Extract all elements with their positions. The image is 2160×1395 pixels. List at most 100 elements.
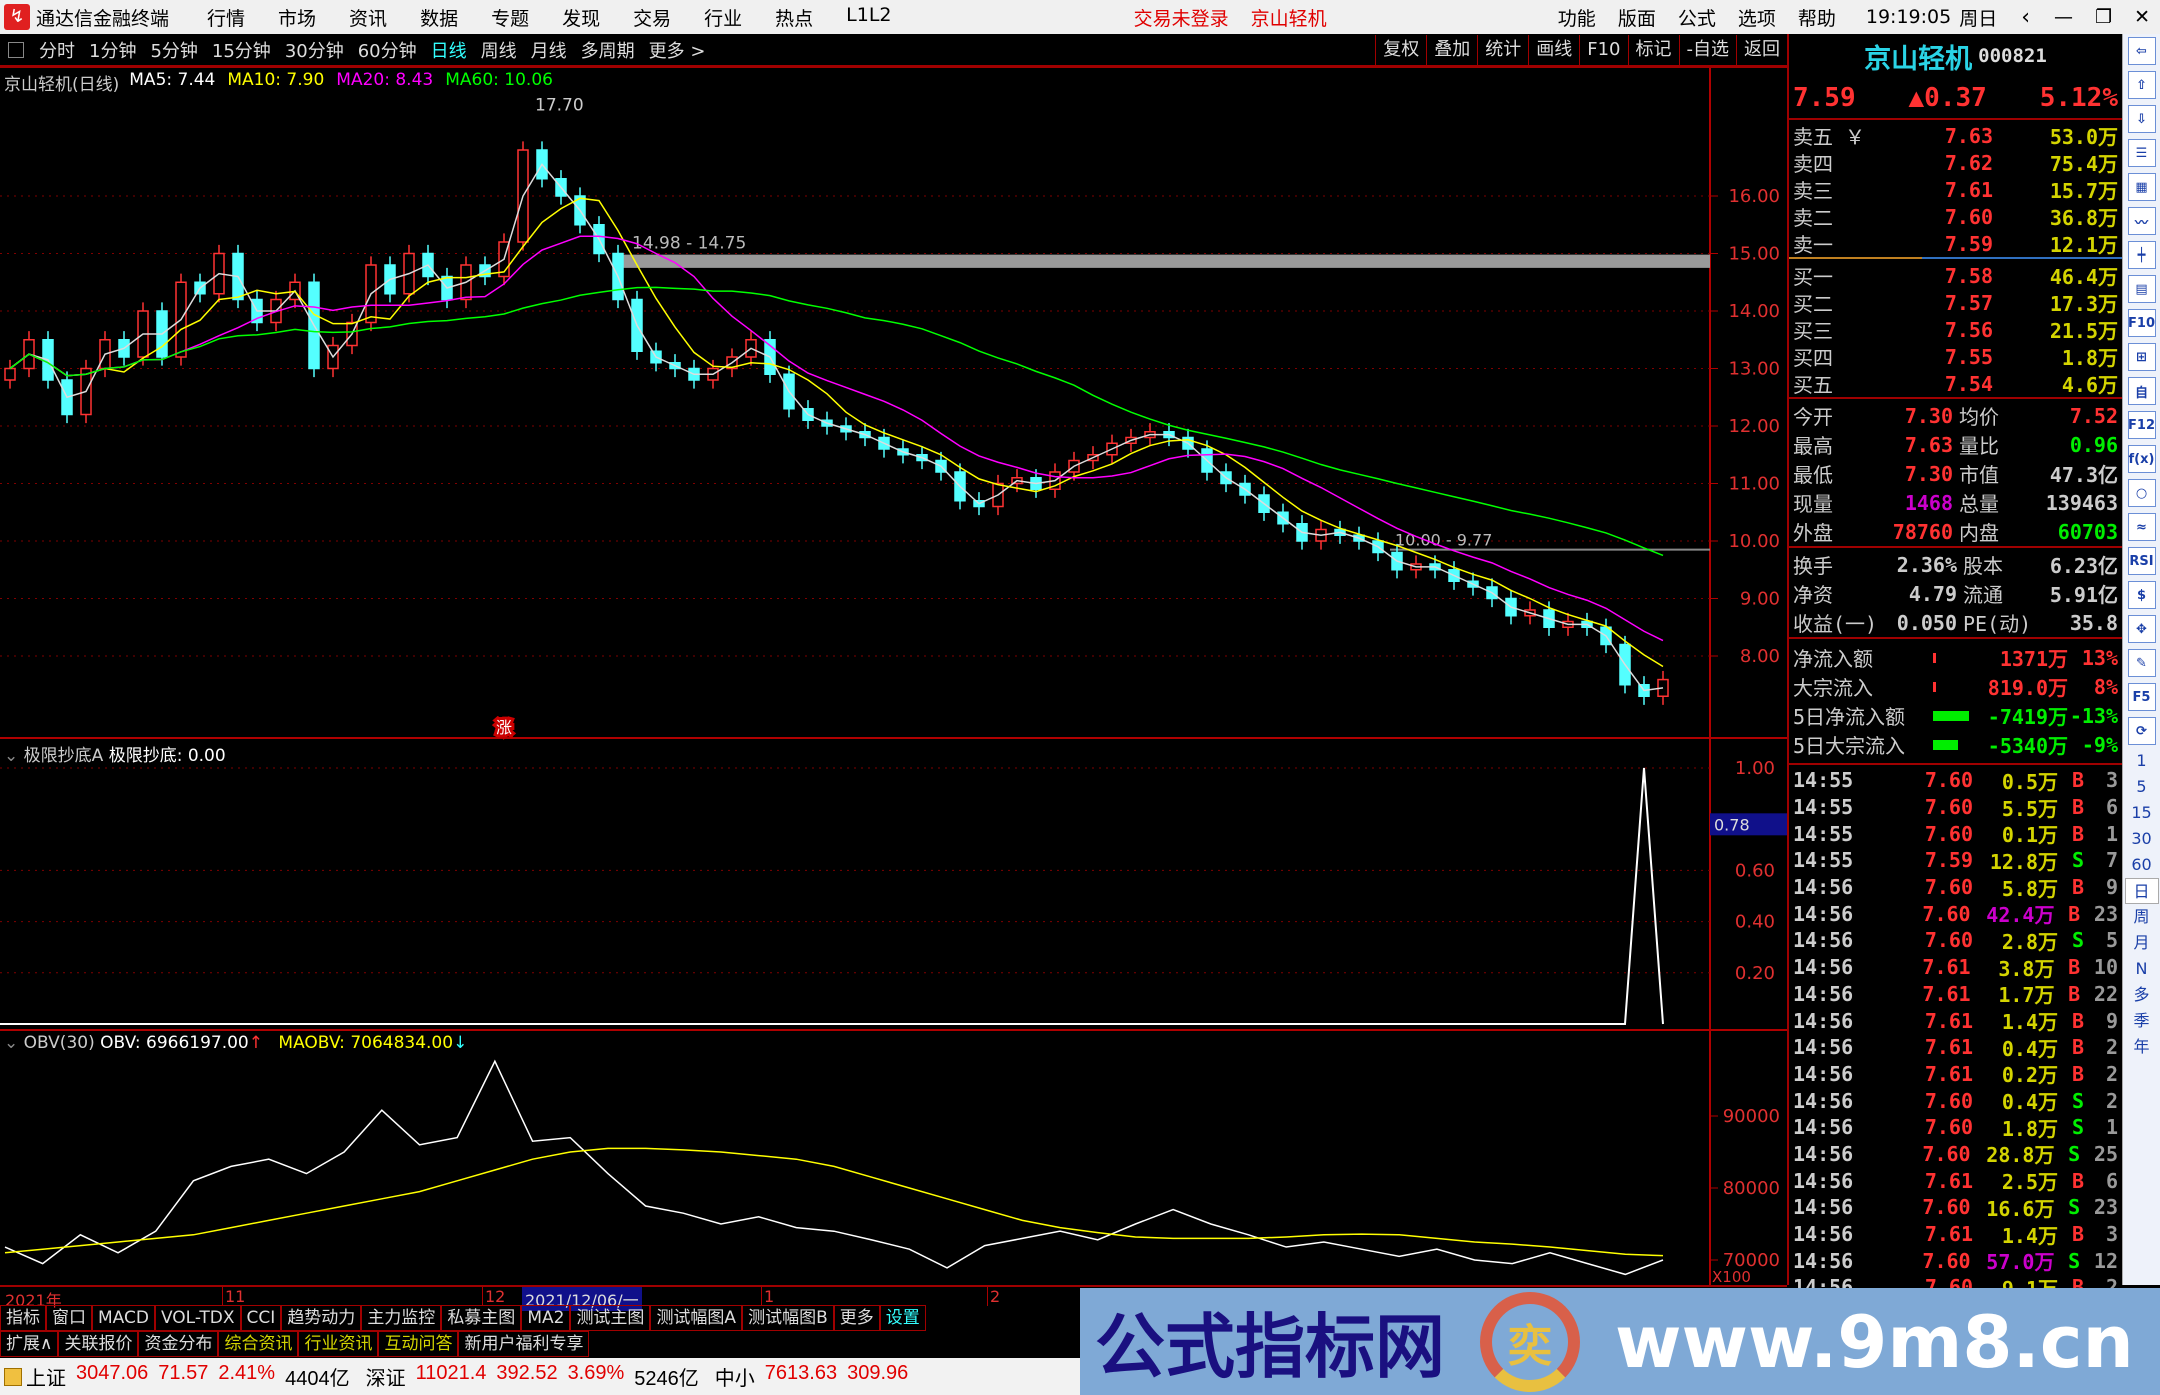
info-tab-4[interactable]: 行业资讯 <box>298 1331 379 1357</box>
indicator-tab-5[interactable]: 趋势动力 <box>281 1305 362 1331</box>
sidebar-period-5[interactable]: 日 <box>2124 878 2159 904</box>
back-icon[interactable]: ‹ <box>2021 4 2031 30</box>
period-tab-0[interactable]: 分时 <box>39 40 75 62</box>
buy-level[interactable]: 买四 7.55 1.8万 <box>1789 343 2122 371</box>
self-select-icon[interactable]: 自 <box>2127 377 2156 405</box>
menu-8[interactable]: 热点 <box>775 7 814 30</box>
index-quote[interactable]: 中小 7613.63 309.96 <box>715 1362 908 1391</box>
toolbar-button-5[interactable]: 标记 <box>1627 34 1679 65</box>
up-arrow-icon[interactable]: ⇧ <box>2127 71 2156 99</box>
menu-6[interactable]: 交易 <box>633 7 672 30</box>
indicator-tab-8[interactable]: MA2 <box>521 1305 571 1331</box>
sidebar-period-1[interactable]: 5 <box>2136 777 2147 796</box>
formula-icon[interactable]: f(x) <box>2127 445 2156 473</box>
toolbar-button-0[interactable]: 复权 <box>1375 34 1426 65</box>
right-menu-3[interactable]: 选项 <box>1737 7 1776 30</box>
toolbar-button-2[interactable]: 统计 <box>1477 34 1528 65</box>
buy-level[interactable]: 买三 7.56 21.5万 <box>1789 316 2122 344</box>
tree-icon[interactable]: ⊞ <box>2127 343 2156 371</box>
toolbar-button-4[interactable]: F10 <box>1579 34 1627 65</box>
sidebar-period-3[interactable]: 30 <box>2131 829 2152 848</box>
indicator-tab-12[interactable]: 更多 <box>833 1305 880 1331</box>
obv-name[interactable]: OBV(30) <box>23 1033 95 1053</box>
period-tab-3[interactable]: 15分钟 <box>211 40 271 62</box>
info-tab-2[interactable]: 资金分布 <box>138 1331 219 1357</box>
indicator-tab-4[interactable]: CCI <box>240 1305 282 1331</box>
info-tab-5[interactable]: 互动问答 <box>378 1331 459 1357</box>
info-tab-1[interactable]: 关联报价 <box>58 1331 139 1357</box>
panel-toggle-icon[interactable] <box>8 41 24 58</box>
restore-icon[interactable]: ❐ <box>2095 6 2113 28</box>
collapse-icon[interactable]: ⌄ <box>4 1033 19 1053</box>
f10-icon[interactable]: F10 <box>2127 309 2156 337</box>
menu-3[interactable]: 数据 <box>420 7 459 30</box>
line-chart-icon[interactable]: 〰 <box>2127 207 2156 235</box>
period-tab-7[interactable]: 周线 <box>480 40 517 62</box>
refresh-icon[interactable]: ⟳ <box>2127 717 2156 745</box>
sidebar-period-10[interactable]: 季 <box>2133 1011 2150 1030</box>
sidebar-period-6[interactable]: 周 <box>2133 907 2150 926</box>
sell-level[interactable]: 卖一 7.59 12.1万 <box>1789 230 2122 258</box>
sidebar-period-11[interactable]: 年 <box>2133 1037 2150 1056</box>
sidebar-period-8[interactable]: N <box>2135 959 2148 978</box>
period-tab-6[interactable]: 日线 <box>430 40 467 62</box>
period-tab-5[interactable]: 60分钟 <box>357 40 417 62</box>
sidebar-period-7[interactable]: 月 <box>2133 933 2150 952</box>
grid-icon[interactable]: ▦ <box>2127 173 2156 201</box>
indicator-tab-2[interactable]: MACD <box>92 1305 155 1331</box>
period-tab-1[interactable]: 1分钟 <box>89 40 137 62</box>
dollar-icon[interactable]: $ <box>2127 581 2156 609</box>
rsi-icon[interactable]: RSI <box>2127 547 2156 575</box>
right-menu-2[interactable]: 公式 <box>1677 7 1716 30</box>
indicator-tab-3[interactable]: VOL-TDX <box>154 1305 241 1331</box>
toolbar-button-7[interactable]: 返回 <box>1736 34 1787 65</box>
collapse-icon[interactable]: ⌄ <box>4 746 19 766</box>
right-menu-4[interactable]: 帮助 <box>1797 7 1836 30</box>
toolbar-button-3[interactable]: 画线 <box>1528 34 1579 65</box>
menu-2[interactable]: 资讯 <box>349 7 388 30</box>
menu-0[interactable]: 行情 <box>207 7 246 30</box>
menu-5[interactable]: 发现 <box>562 7 601 30</box>
sidebar-period-0[interactable]: 1 <box>2136 751 2147 770</box>
wave-icon[interactable]: ≈ <box>2127 513 2156 541</box>
windows-icon[interactable]: ▤ <box>2127 275 2156 303</box>
login-status[interactable]: 交易未登录 <box>1133 7 1229 30</box>
index-quote[interactable]: 深证 11021.4 392.52 3.69% 5246亿 <box>366 1362 699 1391</box>
buy-level[interactable]: 买五 7.54 4.6万 <box>1789 370 2122 398</box>
quote-list-icon[interactable]: ☰ <box>2127 139 2156 167</box>
info-tab-0[interactable]: 扩展∧ <box>0 1331 59 1357</box>
sell-level[interactable]: 卖四 7.62 75.4万 <box>1789 149 2122 177</box>
info-tab-3[interactable]: 综合资讯 <box>218 1331 299 1357</box>
circle-icon[interactable]: ○ <box>2127 479 2156 507</box>
f5-icon[interactable]: F5 <box>2127 683 2156 711</box>
close-icon[interactable]: ✕ <box>2134 6 2151 28</box>
buy-level[interactable]: 买一 7.58 46.4万 <box>1789 262 2122 290</box>
sell-level[interactable]: 卖二 7.60 36.8万 <box>1789 203 2122 231</box>
indicator-tab-11[interactable]: 测试幅图B <box>742 1305 834 1331</box>
candles-icon[interactable]: ┿ <box>2127 241 2156 269</box>
period-tab-8[interactable]: 月线 <box>530 40 567 62</box>
indicator-tab-6[interactable]: 主力监控 <box>361 1305 442 1331</box>
indicator-tab-10[interactable]: 测试幅图A <box>650 1305 743 1331</box>
status-icon[interactable] <box>4 1367 22 1386</box>
move-icon[interactable]: ✥ <box>2127 615 2156 643</box>
period-tab-4[interactable]: 30分钟 <box>284 40 344 62</box>
info-tab-6[interactable]: 新用户福利专享 <box>458 1331 590 1357</box>
menu-7[interactable]: 行业 <box>704 7 743 30</box>
indicator-tab-1[interactable]: 窗口 <box>46 1305 92 1331</box>
indicator-tab-9[interactable]: 测试主图 <box>570 1305 651 1331</box>
buy-level[interactable]: 买二 7.57 17.3万 <box>1789 289 2122 317</box>
indicator-tab-13[interactable]: 设置 <box>879 1305 926 1331</box>
sell-level[interactable]: 卖五 ￥ 7.63 53.0万 <box>1789 122 2122 150</box>
indicator-tab-0[interactable]: 指标 <box>0 1305 46 1331</box>
sell-level[interactable]: 卖三 7.61 15.7万 <box>1789 176 2122 204</box>
menu-1[interactable]: 市场 <box>278 7 317 30</box>
pencil-icon[interactable]: ✎ <box>2127 649 2156 677</box>
menu-4[interactable]: 专题 <box>491 7 530 30</box>
toolbar-button-1[interactable]: 叠加 <box>1426 34 1477 65</box>
sidebar-period-4[interactable]: 60 <box>2131 855 2152 874</box>
minimize-icon[interactable]: — <box>2054 6 2074 28</box>
right-menu-0[interactable]: 功能 <box>1557 7 1596 30</box>
period-tab-2[interactable]: 5分钟 <box>150 40 198 62</box>
toolbar-button-6[interactable]: -自选 <box>1678 34 1737 65</box>
